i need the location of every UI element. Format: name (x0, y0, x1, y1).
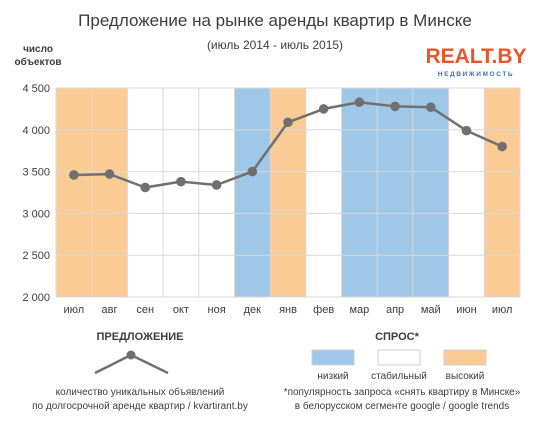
demand-band-high (484, 88, 520, 297)
y-tick-label: 2 000 (22, 292, 50, 304)
demand-legend-label-medium: стабильный (371, 370, 427, 382)
y-axis-label-line: объектов (14, 56, 61, 68)
supply-data-point (425, 102, 436, 113)
supply-data-point (318, 104, 329, 114)
supply-legend: ПРЕДЛОЖЕНИЕ количество уникальных объявл… (32, 331, 248, 412)
x-tick-label: фев (313, 304, 334, 316)
x-tick-label: окт (173, 304, 189, 316)
demand-legend-note-2: в белорусском сегменте google / google t… (295, 400, 509, 412)
demand-legend-items: низкий стабильный высокий (311, 349, 487, 382)
supply-legend-note-2: по долгосрочной аренде квартир / kvartir… (32, 401, 248, 412)
supply-data-point (283, 117, 293, 128)
demand-legend-note-1: *популярность запроса «снять квартиру в … (284, 387, 521, 398)
series-points (69, 97, 507, 193)
supply-data-point (140, 182, 151, 193)
x-tick-label: сен (136, 304, 154, 316)
x-tick-label: июн (456, 304, 476, 316)
supply-data-point (211, 180, 222, 190)
x-tick-label: янв (279, 304, 297, 316)
x-tick-labels: июл авг сен окт ноя дек янв фев мар апр май июн июл (64, 304, 513, 316)
supply-data-point (247, 166, 258, 177)
y-axis-label-line: число (23, 44, 53, 55)
demand-band-high (56, 88, 92, 297)
demand-legend-label-low: низкий (317, 371, 348, 382)
chart-title: Предложение на рынке аренды квартир в Ми… (78, 11, 472, 30)
supply-legend-heading: ПРЕДЛОЖЕНИЕ (96, 331, 183, 343)
supply-data-point (497, 141, 507, 152)
y-tick-label: 2 500 (22, 250, 50, 262)
demand-band-low (234, 88, 271, 297)
y-tick-labels: 2 000 2 500 3 000 3 500 4 000 4 500 (22, 83, 50, 304)
supply-legend-marker (126, 350, 136, 360)
demand-band-high (91, 88, 128, 297)
demand-legend-swatch-low (311, 349, 355, 366)
x-tick-label: июл (64, 304, 85, 316)
logo-text: REALT.BY (425, 45, 526, 68)
logo-tagline: НЕДВИЖИМОСТЬ (438, 71, 514, 78)
y-tick-label: 4 500 (22, 83, 50, 95)
x-tick-label: дек (244, 304, 262, 316)
demand-legend: СПРОС* низкий стабильный высокий *популярн… (284, 331, 521, 412)
x-tick-label: ноя (208, 304, 226, 316)
x-tick-label: июл (492, 304, 513, 316)
demand-legend-swatch-high (443, 349, 487, 366)
y-axis-label: число объектов (14, 44, 61, 68)
chart-subtitle: (июль 2014 - июль 2015) (207, 38, 343, 52)
x-tick-label: май (421, 304, 441, 316)
supply-data-point (69, 170, 79, 180)
demand-band-low (412, 88, 449, 297)
supply-legend-note-1: количество уникальных объявлений (56, 386, 225, 398)
demand-legend-swatch-medium (377, 349, 421, 366)
x-tick-label: авг (102, 304, 118, 316)
y-tick-label: 3 500 (22, 167, 50, 179)
supply-data-point (461, 125, 472, 136)
supply-data-point (354, 97, 365, 108)
supply-data-point (176, 176, 186, 187)
x-tick-label: мар (349, 304, 369, 316)
supply-data-point (104, 169, 115, 179)
demand-band-low (341, 88, 378, 297)
y-tick-label: 4 000 (22, 125, 50, 137)
supply-data-point (390, 101, 400, 112)
gridlines (55, 87, 521, 298)
y-tick-label: 3 000 (22, 208, 50, 220)
demand-band-low (377, 88, 413, 297)
realt-logo: REALT.BY НЕДВИЖИМОСТЬ (425, 45, 526, 78)
demand-legend-heading: СПРОС* (375, 331, 420, 343)
demand-legend-label-high: высокий (446, 371, 485, 382)
x-tick-label: апр (386, 304, 404, 316)
